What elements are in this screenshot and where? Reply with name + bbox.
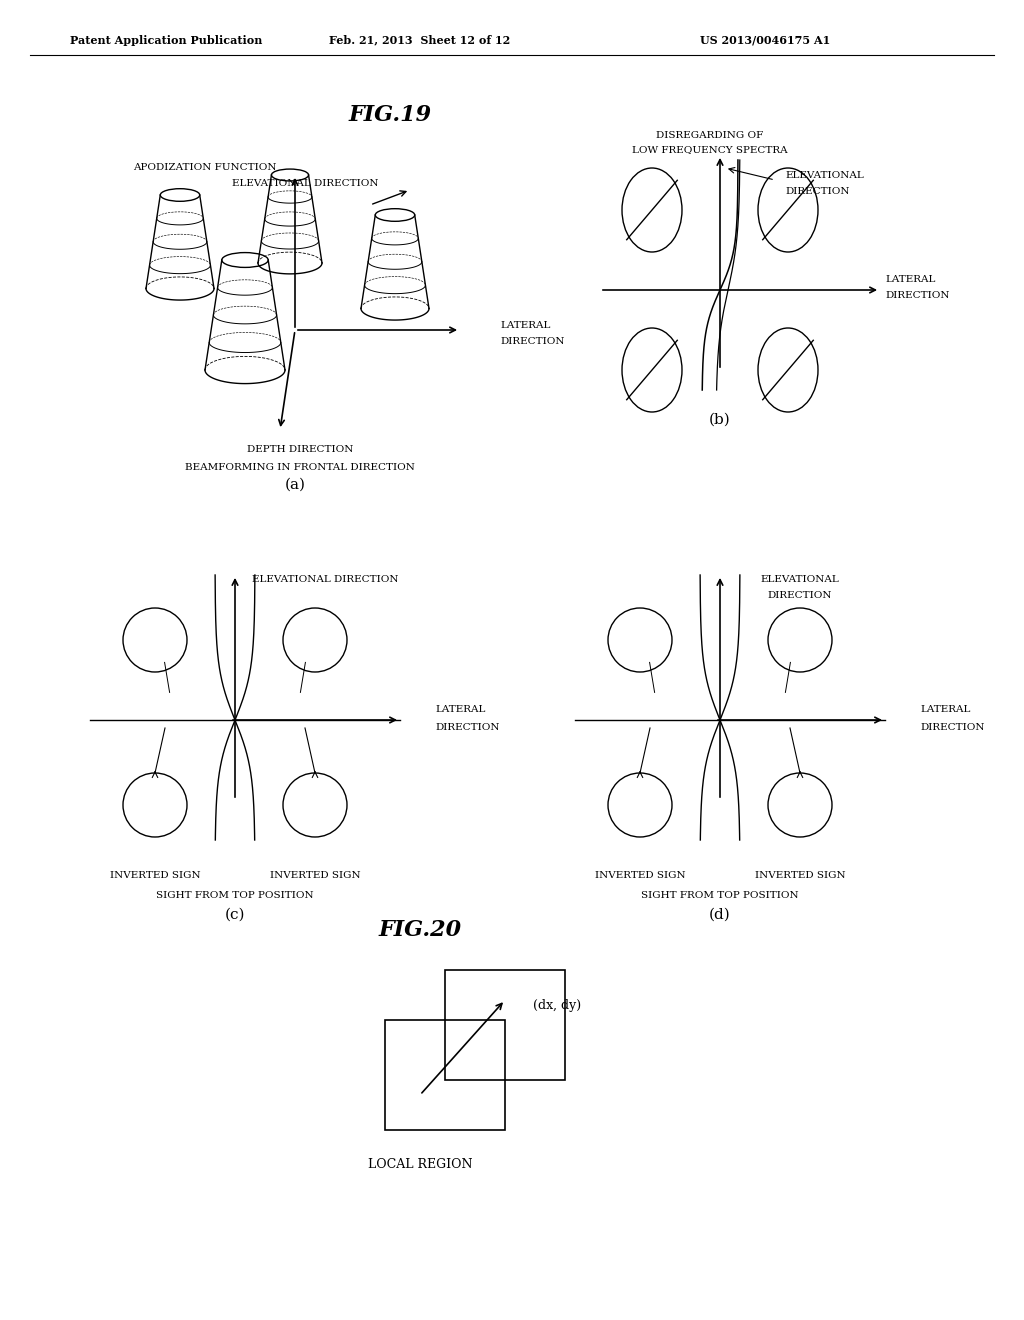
Bar xyxy=(445,970,565,1080)
Text: (a): (a) xyxy=(285,478,305,492)
Text: INVERTED SIGN: INVERTED SIGN xyxy=(755,870,846,879)
Text: FIG.20: FIG.20 xyxy=(379,919,462,941)
Text: DIRECTION: DIRECTION xyxy=(885,290,949,300)
Text: DIRECTION: DIRECTION xyxy=(785,187,850,197)
Text: SIGHT FROM TOP POSITION: SIGHT FROM TOP POSITION xyxy=(157,891,313,899)
Text: US 2013/0046175 A1: US 2013/0046175 A1 xyxy=(700,34,830,45)
Text: Patent Application Publication: Patent Application Publication xyxy=(70,34,262,45)
Text: LATERAL: LATERAL xyxy=(885,276,935,285)
Text: DIRECTION: DIRECTION xyxy=(500,338,564,346)
Text: LATERAL: LATERAL xyxy=(500,321,550,330)
Text: BEAMFORMING IN FRONTAL DIRECTION: BEAMFORMING IN FRONTAL DIRECTION xyxy=(185,463,415,473)
Text: (c): (c) xyxy=(224,908,246,921)
Text: FIG.19: FIG.19 xyxy=(348,104,431,125)
Text: ELEVATIONAL: ELEVATIONAL xyxy=(785,170,864,180)
Text: DEPTH DIRECTION: DEPTH DIRECTION xyxy=(247,446,353,454)
Text: INVERTED SIGN: INVERTED SIGN xyxy=(110,870,201,879)
Text: APODIZATION FUNCTION: APODIZATION FUNCTION xyxy=(133,162,276,172)
Text: DIRECTION: DIRECTION xyxy=(920,723,984,733)
Text: INVERTED SIGN: INVERTED SIGN xyxy=(269,870,360,879)
Text: ELEVATIONAL DIRECTION: ELEVATIONAL DIRECTION xyxy=(231,178,378,187)
Text: ELEVATIONAL: ELEVATIONAL xyxy=(761,576,840,585)
Text: LOW FREQUENCY SPECTRA: LOW FREQUENCY SPECTRA xyxy=(632,145,787,154)
Text: (dx, dy): (dx, dy) xyxy=(534,998,582,1011)
Text: LATERAL: LATERAL xyxy=(920,705,971,714)
Text: INVERTED SIGN: INVERTED SIGN xyxy=(595,870,685,879)
Text: (d): (d) xyxy=(710,908,731,921)
Text: ELEVATIONAL DIRECTION: ELEVATIONAL DIRECTION xyxy=(252,576,398,585)
Text: DIRECTION: DIRECTION xyxy=(435,723,500,733)
Text: Feb. 21, 2013  Sheet 12 of 12: Feb. 21, 2013 Sheet 12 of 12 xyxy=(330,34,511,45)
Bar xyxy=(385,1020,505,1130)
Text: (b): (b) xyxy=(710,413,731,426)
Text: LATERAL: LATERAL xyxy=(435,705,485,714)
Text: DISREGARDING OF: DISREGARDING OF xyxy=(656,131,764,140)
Text: DIRECTION: DIRECTION xyxy=(768,591,833,601)
Text: LOCAL REGION: LOCAL REGION xyxy=(368,1159,472,1172)
Text: SIGHT FROM TOP POSITION: SIGHT FROM TOP POSITION xyxy=(641,891,799,899)
